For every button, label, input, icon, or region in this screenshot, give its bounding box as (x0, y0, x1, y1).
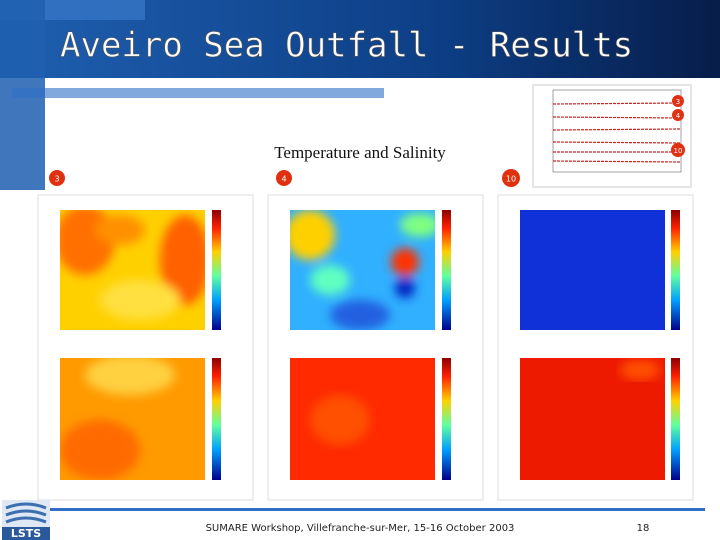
footer-text: SUMARE Workshop, Villefranche-sur-Mer, 1… (206, 523, 515, 534)
inset-badge: 10 (674, 147, 683, 155)
logo-text: LSTS (11, 527, 41, 540)
inset-badge: 4 (676, 112, 681, 120)
badge: 4 (281, 175, 286, 184)
subtitle: Temperature and Salinity (274, 143, 446, 162)
page-number: 18 (637, 523, 650, 534)
plot-panels (37, 194, 694, 501)
inset-badge: 3 (676, 98, 680, 106)
logo: LSTS (2, 500, 50, 540)
badge: 3 (54, 175, 59, 184)
title-rule (12, 88, 384, 98)
panel-badges: 3 4 10 3 4 10 (49, 95, 685, 187)
title: Aveiro Sea Outfall - Results (60, 26, 633, 66)
badge: 10 (506, 175, 516, 184)
inset-chart (532, 84, 692, 188)
footer-rule (45, 508, 705, 511)
